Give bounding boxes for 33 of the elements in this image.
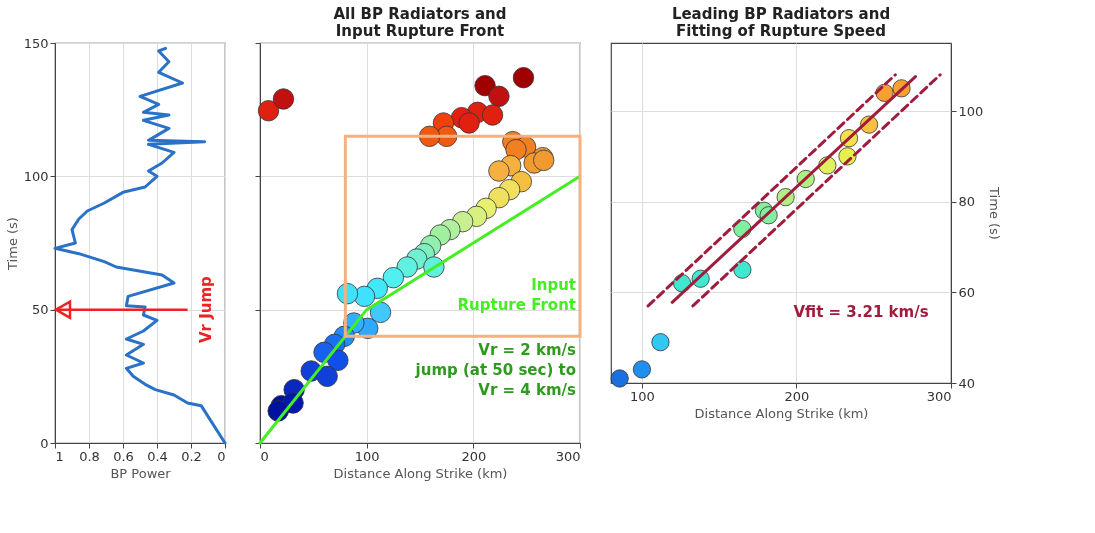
y-tick-label: 150 [23, 35, 49, 51]
x-tick-label: 1 [55, 448, 64, 464]
x-tick-label: 200 [784, 388, 810, 404]
chart-title: All BP Radiators and Input Rupture Front [333, 4, 507, 40]
series-label: Input Rupture Front [457, 276, 576, 314]
annotation: Vr = 2 km/s jump (at 50 sec) to Vr = 4 km/s [414, 341, 577, 399]
y2-tick-label: 100 [958, 103, 984, 119]
x-axis-title: Distance Along Strike (km) [694, 405, 869, 421]
y-tick-label: 0 [40, 435, 49, 451]
y-tick-label: 50 [31, 302, 49, 318]
y2-axis-title: Time (s) [987, 186, 1003, 240]
x-tick-label: 0 [260, 448, 269, 464]
annotation: Vfit = 3.21 km/s [793, 303, 929, 321]
x-tick-label: 0.4 [147, 448, 168, 464]
x-tick-label: 300 [555, 448, 581, 464]
x-tick-label: 100 [354, 448, 380, 464]
x-tick-label: 200 [461, 448, 487, 464]
ref-line-label: Vr Jump [196, 275, 215, 344]
x-tick-label: 0.6 [113, 448, 134, 464]
x-tick-label: 0.2 [181, 448, 202, 464]
x-axis-title: Distance Along Strike (km) [333, 465, 508, 481]
y2-tick-label: 40 [958, 375, 976, 391]
y2-tick-label: 60 [958, 284, 976, 300]
x-tick-label: 100 [630, 388, 655, 404]
chart-title: Leading BP Radiators and Fitting of Rupture Speed [671, 5, 891, 40]
x-tick-label: 0 [217, 448, 226, 464]
y-tick-label: 100 [23, 168, 49, 184]
line-series [53, 46, 227, 445]
y2-tick-label: 80 [958, 194, 976, 210]
y-axis-title: Time (s) [4, 217, 20, 271]
x-tick-label: 300 [926, 388, 952, 404]
x-axis-title: BP Power [110, 465, 172, 481]
x-tick-label: 0.8 [79, 448, 100, 464]
